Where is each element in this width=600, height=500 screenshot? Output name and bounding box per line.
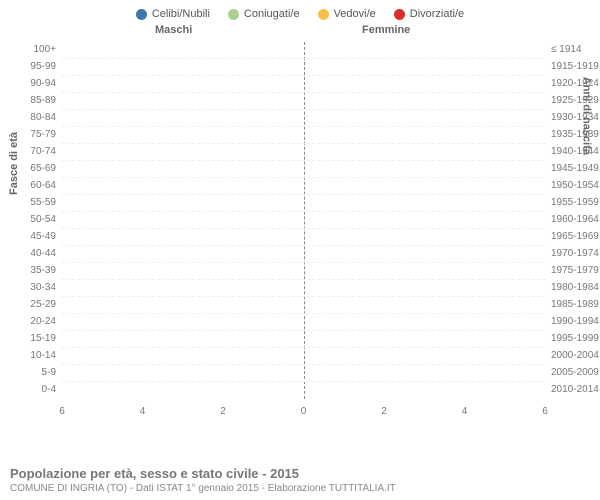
birth-label: 2010-2014 [545,384,599,395]
age-label: 25-29 [30,299,62,310]
birth-label: 1925-1929 [545,95,599,106]
chart-row: 75-791935-1939 [62,127,545,144]
birth-label: 1945-1949 [545,163,599,174]
chart-row: 90-941920-1924 [62,76,545,93]
col-header-female: Femmine [362,24,410,36]
chart-row: 0-42010-2014 [62,382,545,399]
legend-label: Divorziati/e [410,8,464,20]
birth-label: 1920-1924 [545,78,599,89]
age-label: 10-14 [30,350,62,361]
legend-dot [228,9,239,20]
legend-item: Celibi/Nubili [136,8,210,20]
pyramid-chart: 100+≤ 191495-991915-191990-941920-192485… [62,42,545,430]
legend-label: Vedovi/e [334,8,376,20]
x-tick: 0 [301,406,307,417]
birth-label: 1915-1919 [545,61,599,72]
age-label: 35-39 [30,265,62,276]
birth-label: 1970-1974 [545,248,599,259]
age-label: 95-99 [30,61,62,72]
age-label: 70-74 [30,146,62,157]
birth-label: 1985-1989 [545,299,599,310]
chart-row: 35-391975-1979 [62,263,545,280]
birth-label: 2000-2004 [545,350,599,361]
chart-row: 65-691945-1949 [62,161,545,178]
birth-label: 1980-1984 [545,282,599,293]
age-label: 55-59 [30,197,62,208]
chart-row: 60-641950-1954 [62,178,545,195]
birth-label: 2005-2009 [545,367,599,378]
chart-row: 10-142000-2004 [62,348,545,365]
age-label: 65-69 [30,163,62,174]
chart-row: 40-441970-1974 [62,246,545,263]
birth-label: 1940-1944 [545,146,599,157]
y-axis-title-left: Fasce di età [8,132,20,195]
age-label: 40-44 [30,248,62,259]
legend-dot [394,9,405,20]
x-tick: 2 [381,406,387,417]
birth-label: 1930-1934 [545,112,599,123]
age-label: 80-84 [30,112,62,123]
chart-row: 30-341980-1984 [62,280,545,297]
x-tick: 4 [140,406,146,417]
legend-item: Vedovi/e [318,8,376,20]
chart-title: Popolazione per età, sesso e stato civil… [10,466,396,481]
age-label: 50-54 [30,214,62,225]
birth-label: 1960-1964 [545,214,599,225]
age-label: 85-89 [30,95,62,106]
x-tick: 2 [220,406,226,417]
chart-row: 20-241990-1994 [62,314,545,331]
plot-area: 100+≤ 191495-991915-191990-941920-192485… [62,42,545,399]
birth-label: 1990-1994 [545,316,599,327]
age-label: 20-24 [30,316,62,327]
chart-row: 70-741940-1944 [62,144,545,161]
legend-label: Celibi/Nubili [152,8,210,20]
birth-label: 1965-1969 [545,231,599,242]
x-tick: 6 [59,406,65,417]
age-label: 15-19 [30,333,62,344]
chart-row: 25-291985-1989 [62,297,545,314]
birth-label: 1955-1959 [545,197,599,208]
chart-row: 95-991915-1919 [62,59,545,76]
birth-label: 1975-1979 [545,265,599,276]
age-label: 30-34 [30,282,62,293]
age-label: 90-94 [30,78,62,89]
legend-dot [318,9,329,20]
chart-footer: Popolazione per età, sesso e stato civil… [10,466,396,494]
legend-item: Coniugati/e [228,8,300,20]
chart-row: 15-191995-1999 [62,331,545,348]
chart-row: 100+≤ 1914 [62,42,545,59]
chart-row: 45-491965-1969 [62,229,545,246]
legend-label: Coniugati/e [244,8,300,20]
chart-row: 55-591955-1959 [62,195,545,212]
chart-row: 50-541960-1964 [62,212,545,229]
chart-row: 85-891925-1929 [62,93,545,110]
age-label: 60-64 [30,180,62,191]
col-header-male: Maschi [155,24,192,36]
age-label: 75-79 [30,129,62,140]
chart-row: 80-841930-1934 [62,110,545,127]
birth-label: ≤ 1914 [545,44,582,55]
x-axis: 6 4 2 0 2 4 6 [62,402,545,430]
age-label: 5-9 [42,367,62,378]
birth-label: 1995-1999 [545,333,599,344]
column-headers: Maschi Femmine [0,24,600,40]
legend: Celibi/Nubili Coniugati/e Vedovi/e Divorzia… [0,0,600,24]
age-label: 0-4 [42,384,62,395]
birth-label: 1950-1954 [545,180,599,191]
chart-subtitle: COMUNE DI INGRIA (TO) - Dati ISTAT 1° ge… [10,483,396,494]
legend-item: Divorziati/e [394,8,464,20]
age-label: 100+ [33,44,62,55]
legend-dot [136,9,147,20]
x-tick: 4 [462,406,468,417]
age-label: 45-49 [30,231,62,242]
chart-row: 5-92005-2009 [62,365,545,382]
x-tick: 6 [542,406,548,417]
birth-label: 1935-1939 [545,129,599,140]
